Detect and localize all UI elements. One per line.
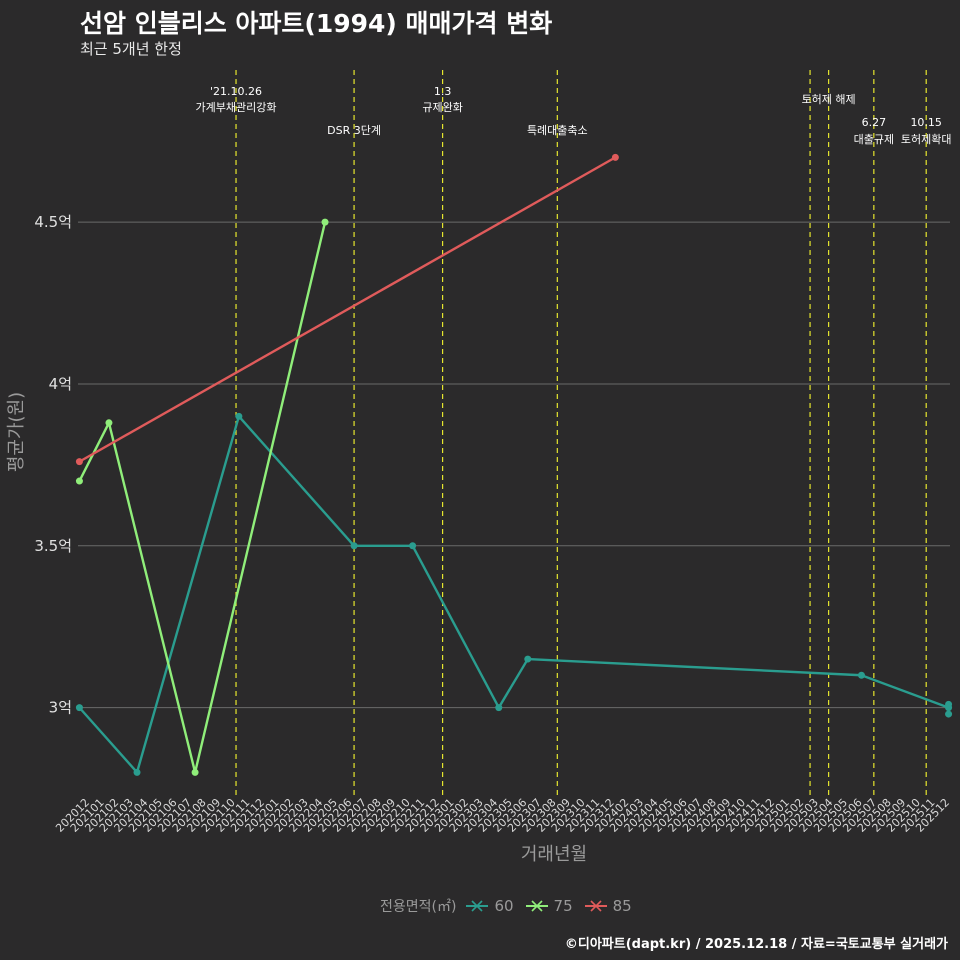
grid-layer — [78, 221, 950, 709]
y-tick-label: 3억 — [49, 699, 72, 717]
series-line-75 — [78, 221, 327, 774]
event-label: '21.10.26 — [210, 85, 262, 98]
y-tick-label: 3.5억 — [34, 537, 72, 555]
data-point-60 — [350, 542, 358, 550]
legend-key-60 — [466, 900, 489, 912]
legend-key-85 — [584, 900, 607, 912]
data-point-75 — [105, 419, 113, 427]
data-point-60 — [524, 655, 532, 663]
data-point-75 — [75, 477, 83, 485]
legend-item-85: 85 — [583, 897, 632, 915]
y-tick-label: 4.5억 — [34, 213, 72, 231]
event-label: 대출규제 — [854, 133, 894, 146]
legend-item-75: 75 — [524, 897, 573, 915]
event-label: 가계부채관리강화 — [196, 101, 277, 114]
data-point-60 — [409, 542, 417, 550]
data-point-60 — [495, 704, 503, 712]
legend-title: 전용면적(㎡) — [380, 899, 457, 915]
axis-layer: 3억3.5억4억4.5억2020122021012021022021032021… — [6, 213, 952, 865]
data-point-60 — [133, 768, 141, 776]
data-point-60 — [857, 671, 865, 679]
series-line-85 — [78, 156, 616, 463]
legend-label-60: 60 — [494, 897, 514, 915]
legend: 전용면적(㎡) 60 75 85 — [0, 894, 960, 918]
legend-label-75: 75 — [553, 897, 573, 915]
x-axis-title: 거래년월 — [521, 844, 587, 865]
data-point-60 — [235, 412, 243, 420]
data-point-60 — [75, 704, 83, 712]
legend-key-75 — [525, 900, 548, 912]
legend-label-85: 85 — [612, 897, 632, 915]
data-point-85 — [75, 458, 83, 466]
event-label: 규제완화 — [422, 101, 462, 114]
series-layer — [75, 153, 953, 776]
y-axis-title: 평균가(원) — [6, 392, 27, 472]
data-point-60 — [945, 710, 953, 718]
event-label: 토허제확대 — [901, 133, 952, 146]
data-point-60 — [945, 700, 953, 708]
event-label: 특례대출축소 — [527, 124, 588, 137]
chart-title: 선암 인블리스 아파트(1994) 매매가격 변화 — [80, 9, 553, 38]
event-label: 6.27 — [862, 116, 887, 129]
series-line-60 — [78, 415, 949, 774]
data-point-85 — [611, 153, 619, 161]
chart-subtitle: 최근 5개년 한정 — [80, 40, 182, 58]
event-label: 토허제 해제 — [802, 92, 856, 106]
data-point-75 — [321, 218, 329, 226]
data-point-75 — [191, 768, 199, 776]
event-label: 1.3 — [434, 85, 452, 98]
legend-item-60: 60 — [464, 897, 514, 915]
source-caption: ©디아파트(dapt.kr) / 2025.12.18 / 자료=국토교통부 실… — [564, 937, 948, 952]
y-tick-label: 4억 — [49, 375, 72, 393]
event-label: DSR 3단계 — [327, 124, 381, 137]
event-label: 10.15 — [910, 116, 942, 129]
